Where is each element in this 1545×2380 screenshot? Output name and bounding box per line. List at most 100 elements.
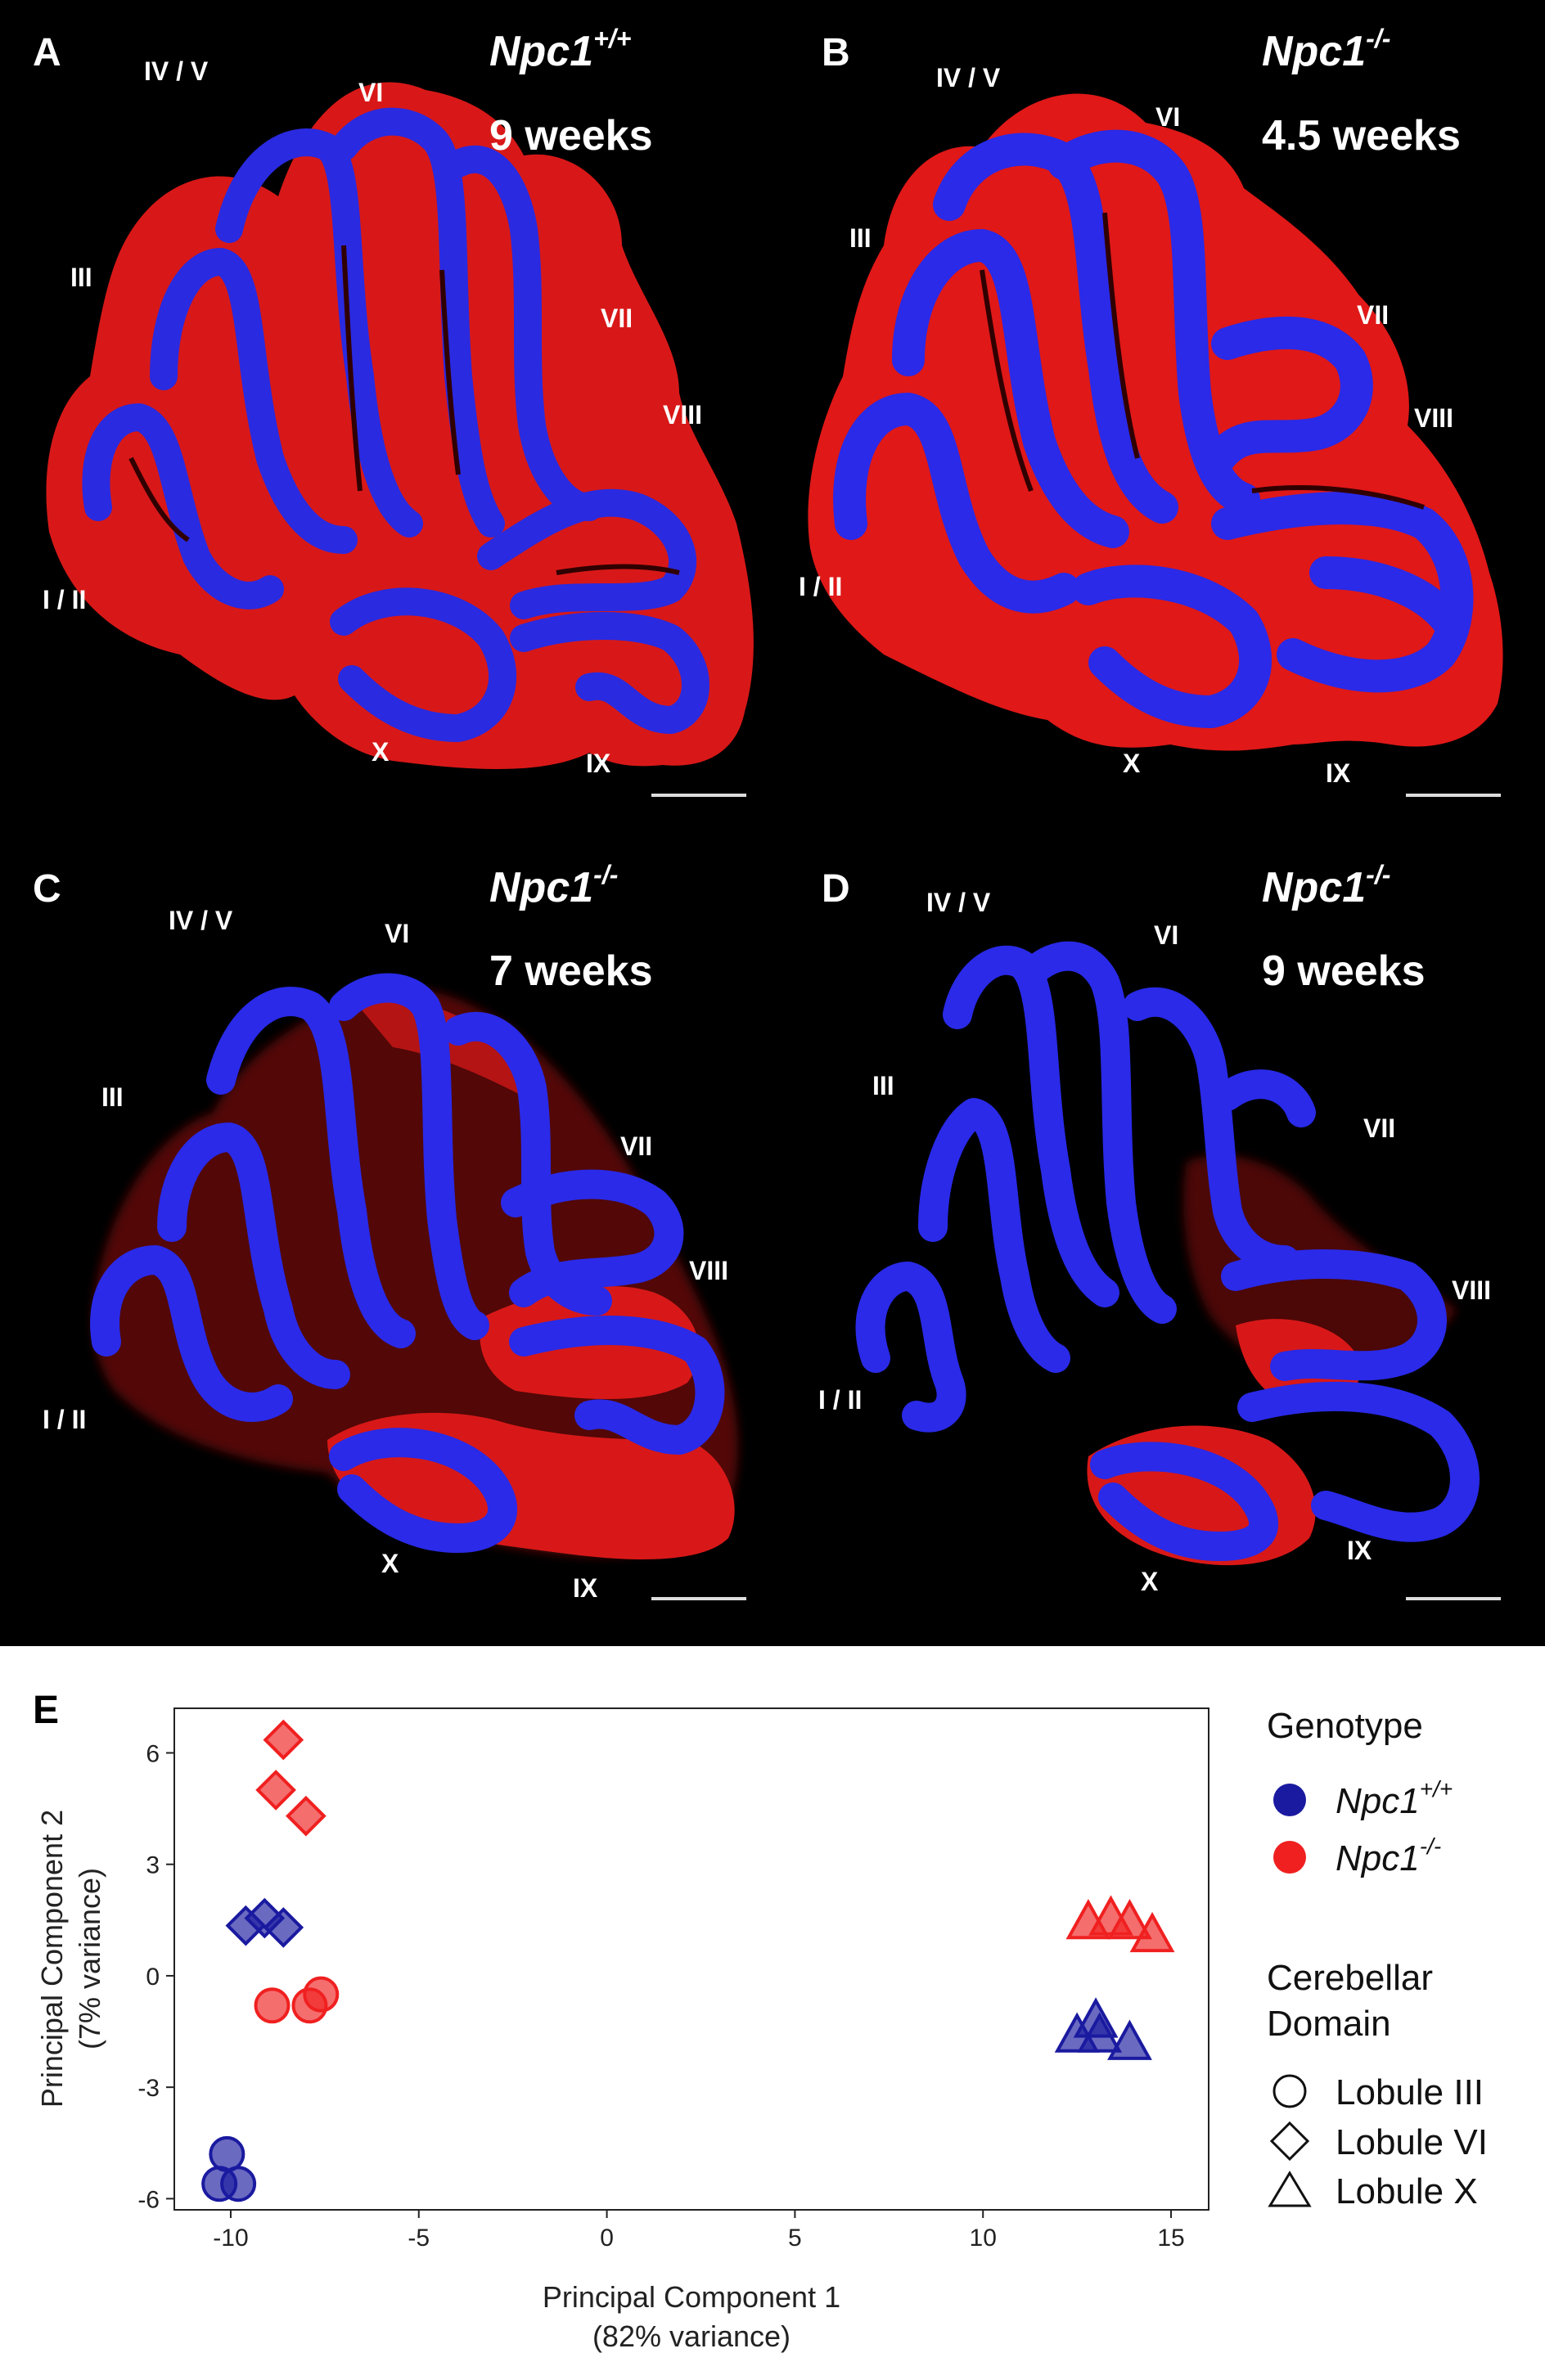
lobule-label-a-vii: VII <box>601 304 633 333</box>
lobule-label-c-x: X <box>381 1549 399 1578</box>
lobule-label-a-ix: IX <box>586 749 611 778</box>
point-triangle <box>1107 1898 1152 1940</box>
x-tick-label: 0 <box>600 2225 614 2252</box>
scatter-points <box>201 1719 1175 2202</box>
lobule-label-c-vi: VI <box>385 919 409 948</box>
point-triangle <box>1107 2019 1152 2060</box>
lobule-label-c-iv-v: IV / V <box>169 906 233 935</box>
panel-label-e: E <box>33 1689 59 1732</box>
lobule-label-d-i-ii: I / II <box>818 1385 862 1415</box>
point-circle <box>209 2135 245 2172</box>
legend-lobule-vi-label: Lobule VI <box>1336 2122 1488 2162</box>
x-tick-label: -5 <box>408 2225 430 2252</box>
y-tick-label: 0 <box>146 1964 160 1991</box>
lobule-label-c-viii: VIII <box>689 1256 728 1285</box>
legend-circle-icon <box>1272 2074 1307 2108</box>
x-tick-label: -10 <box>213 2225 248 2252</box>
lobule-label-b-x: X <box>1123 749 1141 778</box>
genotype-label-c: Npc1-/- <box>489 860 618 911</box>
legend-domain-title-line2: Domain <box>1267 2004 1391 2044</box>
age-label-a: 9 weeks <box>489 112 653 160</box>
genotype-label-b: Npc1-/- <box>1262 24 1390 75</box>
panel-label-d: D <box>822 867 850 911</box>
point-circle <box>254 1987 291 2024</box>
lobule-label-a-iii: III <box>70 263 92 292</box>
panel-label-c: C <box>33 867 61 911</box>
lobule-label-a-iv-v: IV / V <box>144 56 209 86</box>
lobule-label-b-vi: VI <box>1155 102 1180 132</box>
y-axis-subtitle: (7% variance) <box>73 1868 106 2049</box>
panel-b: B Npc1-/- 4.5 weeks IV / V VI III VII VI… <box>799 24 1503 797</box>
lobule-label-d-x: X <box>1141 1567 1159 1596</box>
y-tick-label: 3 <box>146 1852 160 1879</box>
cerebellum-section-c <box>90 973 738 1559</box>
x-tick-label: 10 <box>970 2225 997 2252</box>
panel-label-a: A <box>33 31 61 74</box>
legend: Genotype Npc1+/+ Npc1-/- Cerebellar Doma… <box>1267 1706 1488 2211</box>
y-tick-label: -3 <box>137 2075 160 2102</box>
legend-wildtype-swatch <box>1273 1784 1306 1816</box>
lobule-label-a-viii: VIII <box>663 400 702 430</box>
y-tick-label: -6 <box>137 2186 160 2213</box>
lobule-label-c-vii: VII <box>620 1132 652 1161</box>
lobule-label-d-iii: III <box>872 1071 894 1100</box>
legend-domain-title-line1: Cerebellar <box>1267 1958 1433 1998</box>
lobule-label-c-iii: III <box>101 1082 124 1112</box>
panel-label-b: B <box>822 31 850 74</box>
age-label-b: 4.5 weeks <box>1262 112 1461 160</box>
lobule-label-d-vi: VI <box>1154 920 1178 950</box>
genotype-label-d: Npc1-/- <box>1262 860 1390 911</box>
panel-a: A Npc1+/+ 9 weeks IV / V VI III VII VIII… <box>33 24 754 797</box>
y-axis-title: Principal Component 2 <box>35 1810 69 2108</box>
age-label-c: 7 weeks <box>489 947 653 995</box>
point-diamond <box>255 1770 296 1811</box>
point-diamond <box>286 1795 327 1837</box>
lobule-label-b-viii: VIII <box>1414 403 1453 433</box>
lobule-label-c-i-ii: I / II <box>43 1405 86 1434</box>
panel-d: D Npc1-/- 9 weeks IV / V VI III VII VIII… <box>818 860 1501 1600</box>
lobule-label-a-i-ii: I / II <box>43 585 86 614</box>
x-axis-title: Principal Component 1 <box>543 2280 840 2314</box>
lobule-label-d-vii: VII <box>1363 1114 1395 1143</box>
lobule-label-b-ix: IX <box>1326 758 1351 788</box>
point-triangle <box>1129 1911 1175 1953</box>
lobule-label-c-ix: IX <box>573 1573 598 1603</box>
legend-wildtype-label: Npc1+/+ <box>1336 1776 1453 1821</box>
legend-genotype-title: Genotype <box>1267 1706 1423 1746</box>
point-circle <box>220 2166 257 2202</box>
legend-lobule-iii-label: Lobule III <box>1336 2072 1484 2112</box>
cerebellum-section-b <box>808 93 1503 751</box>
lobule-label-b-vii: VII <box>1357 300 1389 330</box>
point-diamond <box>263 1719 304 1761</box>
genotype-label-a: Npc1+/+ <box>489 24 631 75</box>
legend-diamond-icon <box>1269 2121 1310 2162</box>
x-axis-ticks: -10 -5 0 5 10 15 <box>213 2210 1185 2252</box>
legend-lobule-x-label: Lobule X <box>1336 2171 1478 2211</box>
lobule-label-a-vi: VI <box>358 78 383 107</box>
x-axis-subtitle: (82% variance) <box>592 2319 791 2353</box>
legend-mutant-swatch <box>1273 1841 1306 1874</box>
age-label-d: 9 weeks <box>1262 947 1426 995</box>
y-axis-ticks: -6 -3 0 3 6 <box>137 1740 174 2213</box>
panel-c: C Npc1-/- 7 weeks IV / V VI III VII VIII… <box>33 860 746 1603</box>
point-circle <box>303 1976 340 2013</box>
lobule-label-a-x: X <box>372 737 390 767</box>
legend-mutant-label: Npc1-/- <box>1336 1833 1441 1878</box>
lobule-label-b-i-ii: I / II <box>799 572 842 601</box>
lobule-label-b-iii: III <box>849 223 872 253</box>
y-tick-label: 6 <box>146 1740 160 1767</box>
point-diamond <box>263 1907 304 1948</box>
x-tick-label: 15 <box>1157 2225 1184 2252</box>
cerebellum-section-d <box>855 941 1480 1566</box>
point-triangle <box>1077 2012 1123 2053</box>
lobule-label-d-ix: IX <box>1347 1536 1372 1565</box>
legend-triangle-icon <box>1268 2171 1312 2207</box>
lobule-label-b-iv-v: IV / V <box>936 63 1001 92</box>
plot-frame <box>173 1707 1209 2211</box>
x-tick-label: 5 <box>788 2225 802 2252</box>
cerebellum-section-a <box>46 82 754 769</box>
lobule-label-d-viii: VIII <box>1452 1275 1491 1305</box>
lobule-label-d-iv-v: IV / V <box>926 888 991 917</box>
panel-e: E -10 -5 0 5 10 15 -6 -3 0 3 6 Principal Componen… <box>33 1689 1488 2353</box>
